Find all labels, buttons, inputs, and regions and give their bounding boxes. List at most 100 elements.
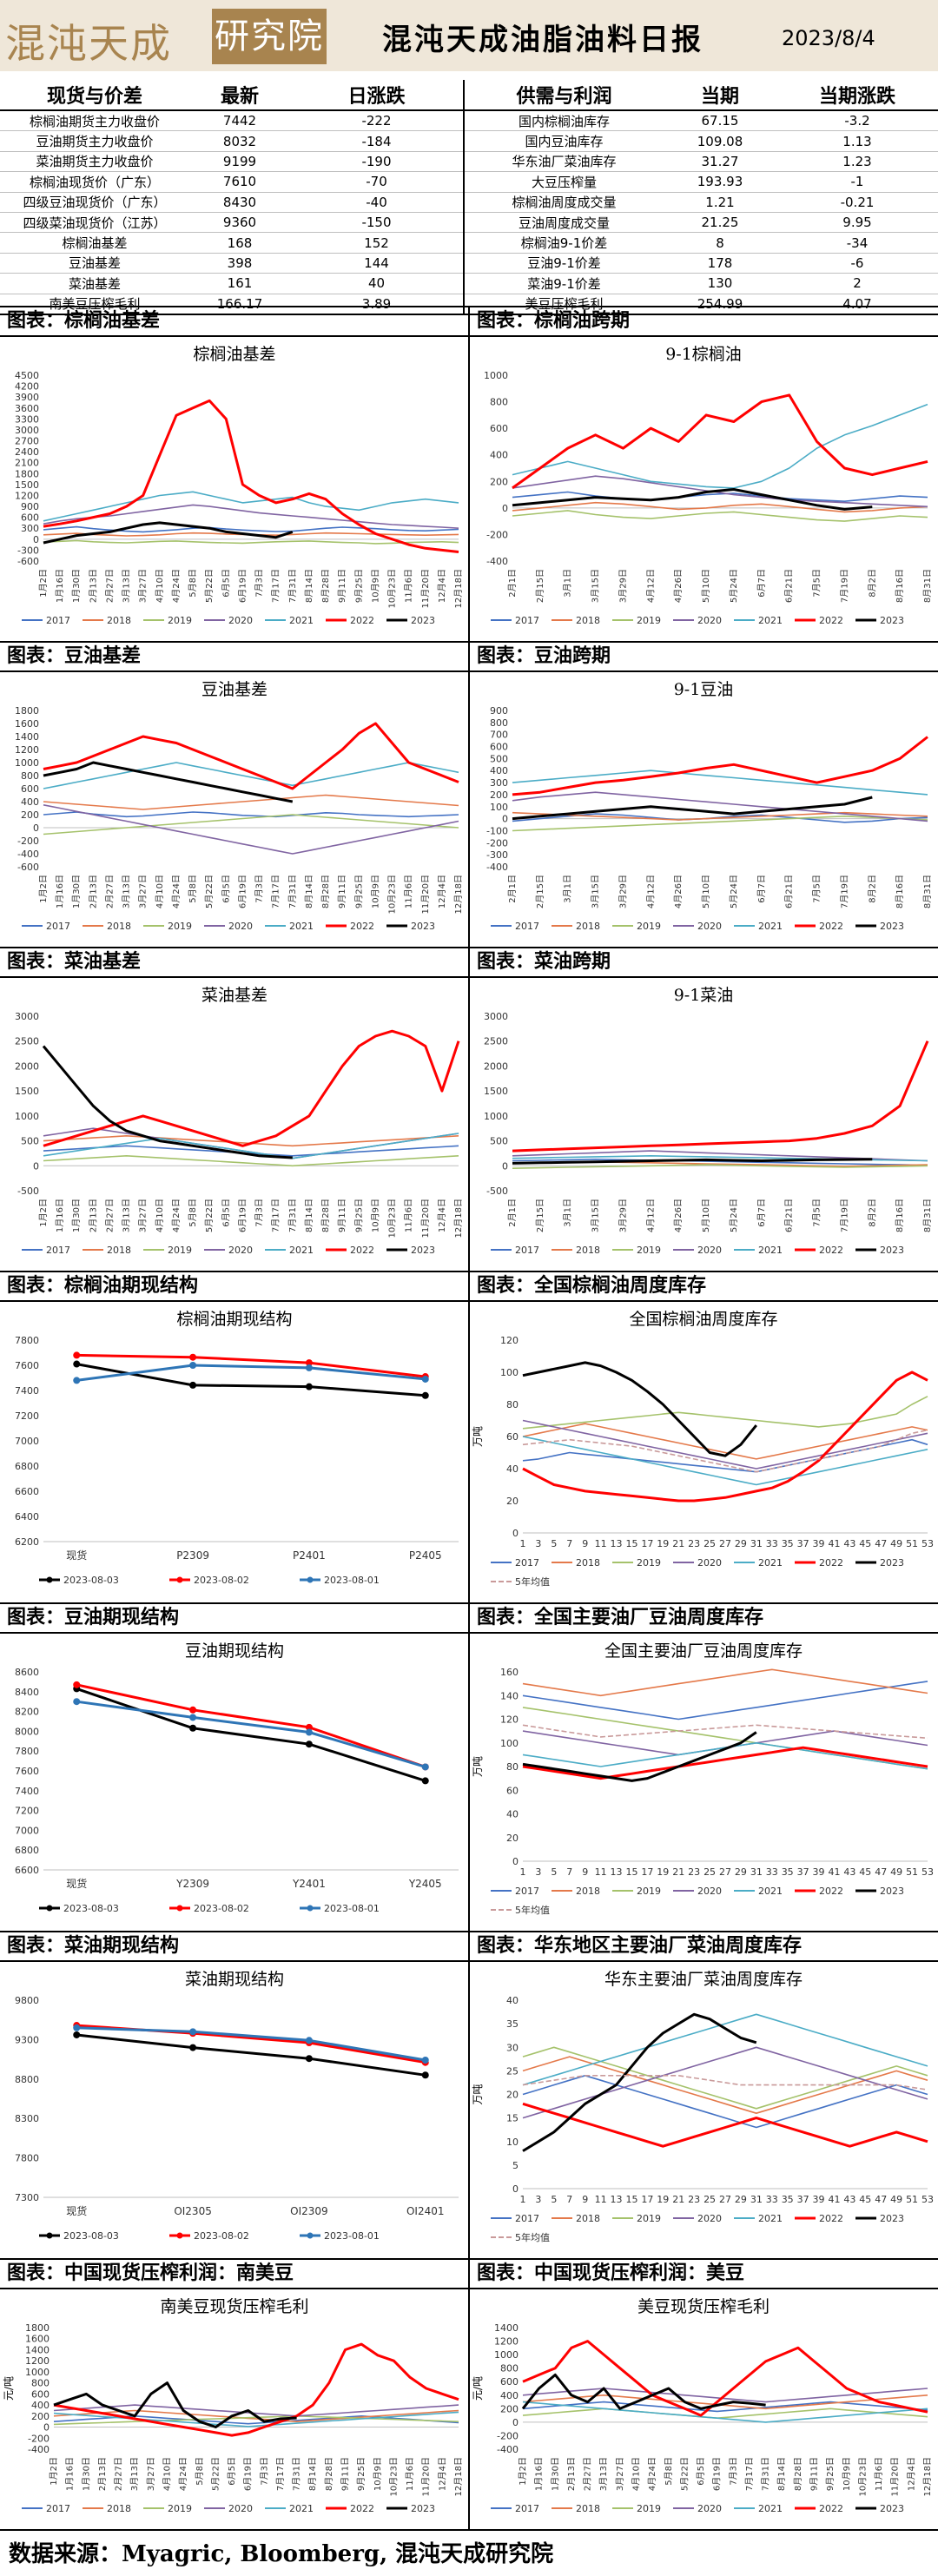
data-point bbox=[305, 1383, 313, 1390]
series-line-2017 bbox=[522, 2075, 928, 2129]
y-tick-label: 10 bbox=[506, 2137, 519, 2148]
y-tick-label: 1400 bbox=[15, 731, 39, 743]
legend-label: 2018 bbox=[576, 1557, 600, 1569]
legend-label: 5年均值 bbox=[515, 1575, 550, 1588]
x-tick-label: 43 bbox=[843, 1538, 855, 1549]
x-tick-label: 21 bbox=[672, 1538, 684, 1549]
legend-label: 2019 bbox=[637, 1557, 661, 1569]
x-tick-label: 3月27日 bbox=[138, 875, 149, 908]
y-tick-label: -400 bbox=[486, 556, 508, 567]
x-tick-label: 8月16日 bbox=[895, 569, 905, 603]
x-tick-label: 5月22日 bbox=[210, 2457, 221, 2491]
x-tick-label: 1 bbox=[520, 1866, 526, 1878]
x-tick-label: 2月15日 bbox=[535, 875, 545, 908]
x-tick-label: 现货 bbox=[66, 2204, 87, 2217]
legend-label: 2018 bbox=[107, 615, 131, 626]
table-cell: 1.13 bbox=[776, 130, 938, 152]
legend-label: 2017 bbox=[515, 1886, 539, 1897]
x-tick-label: 1月16日 bbox=[534, 2457, 545, 2491]
series-line-2023-08-01 bbox=[76, 2026, 426, 2062]
series-line-2023 bbox=[521, 2373, 766, 2410]
y-tick-label: 1500 bbox=[15, 1086, 39, 1097]
y-tick-label: 3000 bbox=[15, 1011, 39, 1022]
table-cell: 109.08 bbox=[664, 130, 776, 152]
series-line-2019 bbox=[43, 539, 459, 545]
legend-label: 2023 bbox=[411, 2503, 435, 2514]
x-tick-label: 3月1日 bbox=[563, 875, 573, 903]
x-tick-label: 2月13日 bbox=[88, 875, 98, 908]
x-tick-label: 19 bbox=[657, 1866, 669, 1878]
x-tick-label: 现货 bbox=[66, 1549, 87, 1562]
table-row: 棕榈油期货主力收盘价 7442 -222 国内棕榈油库存 67.15 -3.2 bbox=[0, 110, 938, 132]
x-tick-label: 4月26日 bbox=[673, 875, 684, 908]
y-tick-label: 2000 bbox=[484, 1060, 508, 1072]
y-tick-label: 35 bbox=[506, 2018, 519, 2030]
chart-title: 南美豆现货压榨毛利 bbox=[160, 2297, 308, 2316]
x-tick-label: 41 bbox=[828, 1866, 840, 1878]
y-tick-label: 0 bbox=[43, 2422, 50, 2434]
x-tick-label: 7 bbox=[566, 1538, 572, 1549]
x-tick-label: 43 bbox=[843, 2194, 855, 2205]
column-divider bbox=[468, 2258, 470, 2529]
x-tick-label: 8月31日 bbox=[922, 875, 933, 908]
x-tick-label: 6月21日 bbox=[784, 1199, 795, 1232]
x-tick-label: 35 bbox=[782, 1538, 794, 1549]
series-line-5年均值 bbox=[522, 1724, 928, 1740]
section-title: 图表：棕榈油基差 bbox=[7, 309, 161, 332]
x-tick-label: 5月22日 bbox=[679, 2457, 690, 2491]
x-tick-label: 37 bbox=[797, 1538, 809, 1549]
y-tick-label: 1600 bbox=[25, 2334, 50, 2345]
y-tick-label: 600 bbox=[490, 423, 508, 434]
x-tick-label: 53 bbox=[921, 1538, 934, 1549]
x-tick-label: 13 bbox=[611, 1866, 623, 1878]
x-tick-label: 12月18日 bbox=[922, 2457, 933, 2496]
data-point bbox=[73, 1681, 81, 1688]
table-cell: 华东油厂菜油库存 bbox=[464, 151, 664, 173]
legend-label: 2021 bbox=[758, 1245, 783, 1256]
x-tick-label: 13 bbox=[611, 2194, 623, 2205]
table-row: 棕榈油基差 168 152 棕榈油9-1价差 8 -34 bbox=[0, 232, 938, 254]
legend-label: 2022 bbox=[819, 1886, 843, 1897]
x-tick-label: 49 bbox=[890, 2194, 902, 2205]
legend-label: 2021 bbox=[289, 1245, 314, 1256]
x-tick-label: 10月23日 bbox=[387, 875, 398, 914]
y-tick-label: 1200 bbox=[15, 490, 39, 501]
y-tick-label: 3000 bbox=[15, 425, 39, 436]
y-tick-label: 1400 bbox=[494, 2322, 519, 2334]
series-line-2023-08-03 bbox=[76, 1363, 426, 1397]
x-tick-label: 5月22日 bbox=[204, 1199, 215, 1232]
x-tick-label: 11 bbox=[595, 1538, 607, 1549]
y-tick-label: 900 bbox=[21, 501, 39, 512]
y-tick-label: 4200 bbox=[15, 381, 39, 393]
data-point bbox=[421, 2057, 429, 2064]
x-tick-label: 2月27日 bbox=[114, 2457, 124, 2491]
legend-label: 2017 bbox=[515, 2503, 539, 2514]
y-tick-label: 1000 bbox=[484, 370, 508, 381]
y-tick-label: 1600 bbox=[15, 718, 39, 730]
series-line-2018 bbox=[43, 794, 459, 810]
series-line-2019 bbox=[512, 816, 928, 832]
x-tick-label: 1月30日 bbox=[71, 569, 82, 603]
x-tick-label: 1 bbox=[520, 1538, 526, 1549]
y-tick-label: 5 bbox=[512, 2160, 519, 2171]
series-line-2021 bbox=[522, 2013, 928, 2086]
x-tick-label: 9月11日 bbox=[340, 2457, 351, 2491]
x-tick-label: 6月19日 bbox=[237, 875, 248, 908]
x-tick-label: 6月5日 bbox=[221, 569, 231, 598]
y-tick-label: 300 bbox=[21, 523, 39, 534]
table-cell: 豆油周度成交量 bbox=[464, 212, 664, 234]
series-line-2023 bbox=[42, 1045, 293, 1159]
table-cell: 四级菜油现货价（江苏） bbox=[0, 212, 189, 234]
series-line-2021 bbox=[522, 2401, 928, 2423]
x-tick-label: 11月6日 bbox=[874, 2457, 884, 2491]
chart-container: 9-1豆油 -400 -300 -200 -100 0 100 200 300 400 500 600… bbox=[469, 672, 938, 943]
x-tick-label: 7月3日 bbox=[254, 569, 265, 598]
series-line-2022 bbox=[522, 2340, 928, 2417]
x-tick-label: 8月16日 bbox=[895, 875, 905, 908]
x-tick-label: 12月4日 bbox=[437, 2457, 447, 2491]
x-tick-label: 12月4日 bbox=[437, 1199, 447, 1232]
x-tick-label: 7月5日 bbox=[812, 569, 822, 598]
series-line-2022 bbox=[43, 722, 459, 790]
chart-container: 全国棕榈油周度库存 万吨 0 20 40 60 80 100 120 1 3 5 7 9 11 13 15 17 1… bbox=[469, 1302, 938, 1599]
